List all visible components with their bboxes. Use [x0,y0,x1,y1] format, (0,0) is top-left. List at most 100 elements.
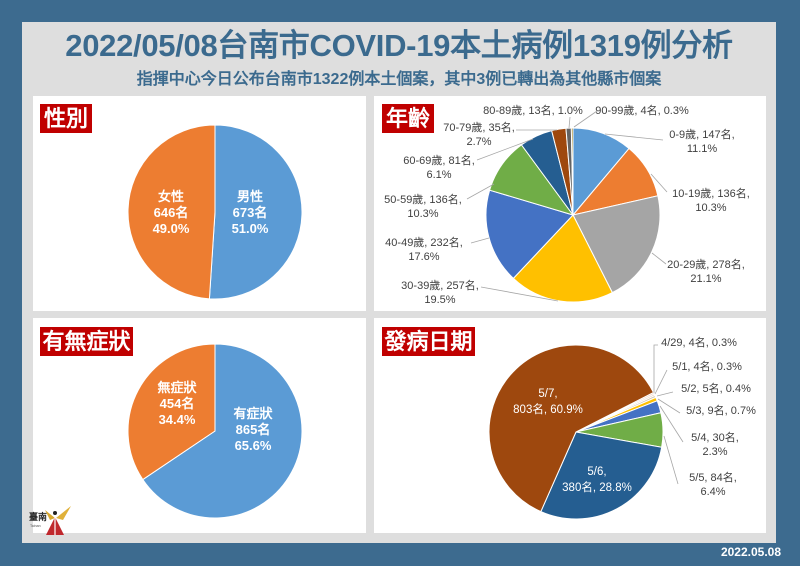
symptom-slice-label-line: 34.4% [159,412,196,427]
symptom-slice-label-line: 65.6% [235,438,272,453]
sex-slice-label-line: 673名 [233,205,268,220]
onset-date-pie-slice [540,431,663,520]
sex-slice-label: 男性 673名 51.0% [232,189,269,236]
onset-date-slice-label-line: 803名, 60.9% [513,402,583,416]
onset-date-slice-label: 4/29, 4名, 0.3% [661,335,737,349]
age-slice-label-line: 0-9歲, 147名, [669,127,734,141]
logo-text: 臺南 [29,511,47,522]
age-slice-label-line: 80-89歲, 13名, 1.0% [483,103,583,117]
age-slice-label: 60-69歲, 81名, 6.1% [403,153,475,181]
logo-right-wing-icon [56,506,71,520]
onset-date-leader-line [654,369,668,395]
onset-date-leader-line [663,435,679,485]
onset-date-slice-label: 5/6, 380名, 28.8% [562,466,632,494]
onset-date-leader-line [653,344,658,393]
age-leader-line [470,237,490,244]
onset-date-pie-chart: 4/29, 4名, 0.3% 5/1, 4名, 0.3% 5/2, 5名, 0.4%… [488,335,756,520]
onset-date-slice-label: 5/4, 30名, 2.3% [691,430,739,458]
onset-date-slice-label: 5/7, 803名, 60.9% [513,388,583,416]
onset-date-slice-label-line: 5/5, 84名, [689,470,737,484]
age-slice-label: 30-39歲, 257名, 19.5% [401,278,479,306]
symptom-pie-slice [142,343,303,519]
onset-date-leader-line [659,405,684,443]
age-leader-line [466,183,495,200]
age-slice-label-line: 2.7% [466,136,491,148]
onset-date-leader-line [656,391,674,397]
age-pie-chart: 0-9歲, 147名, 11.1% 10-19歲, 136名, 10.3% 20-29歲… [384,103,750,306]
onset-date-slice-label: 5/1, 4名, 0.3% [672,359,742,373]
logo-latin-text: Tainan [30,524,41,528]
symptom-chart-title: 有無症狀 [40,327,133,356]
onset-date-slice-label-line: 5/3, 9名, 0.7% [686,403,756,417]
symptom-slice-label-line: 有症狀 [233,406,273,421]
page-title: 2022/05/08台南市COVID-19本土病例1319例分析 [65,28,733,63]
onset-date-slice-label: 5/3, 9名, 0.7% [686,403,756,417]
onset-date-chart-title: 發病日期 [382,327,475,356]
age-slice-label: 50-59歲, 136名, 10.3% [384,192,462,220]
sex-slice-label-line: 646名 [154,205,189,220]
age-slice-label-line: 19.5% [424,294,455,306]
report-date: 2022.05.08 [720,545,781,559]
age-leader-line [480,286,559,302]
age-slice-label-line: 10-19歲, 136名, [672,186,750,200]
age-slice-label-line: 21.1% [690,273,721,285]
sex-slice-label-line: 49.0% [153,221,190,236]
age-slice-label-line: 30-39歲, 257名, [401,278,479,292]
age-slice-label-line: 6.1% [426,169,451,181]
age-slice-label: 0-9歲, 147名, 11.1% [669,127,734,155]
age-slice-label-line: 90-99歲, 4名, 0.3% [595,103,689,117]
logo-left-wing-icon [45,510,55,520]
age-slice-label: 80-89歲, 13名, 1.0% [483,103,583,117]
age-leader-line [604,133,664,141]
page-subtitle: 指揮中心今日公布台南市1322例本土個案，其中3例已轉出為其他縣市個案 [136,71,662,88]
age-leader-line [573,110,598,128]
onset-date-slice-label-line: 5/6, [587,466,606,478]
sex-slice-label-line: 51.0% [232,221,269,236]
age-slice-label-line: 40-49歲, 232名, [385,235,463,249]
symptom-slice-label: 有症狀 865名 65.6% [233,406,273,453]
age-slice-label-line: 10.3% [407,208,438,220]
onset-date-slice-label-line: 2.3% [702,446,727,458]
sex-slice-label: 女性 646名 49.0% [153,189,190,236]
onset-date-slice-label-line: 5/1, 4名, 0.3% [672,359,742,373]
onset-date-slice-label-line: 380名, 28.8% [562,480,632,494]
age-leader-line [650,173,668,193]
sex-slice-label-line: 女性 [158,189,184,204]
onset-date-slice-label-line: 5/7, [538,388,557,400]
age-chart-title: 年齡 [382,104,434,133]
sex-pie-slice [127,124,216,300]
age-slice-label-line: 70-79歲, 35名, [443,120,515,134]
age-slice-label: 40-49歲, 232名, 17.6% [385,235,463,263]
age-pie-slice [512,214,614,303]
symptom-pie-chart: 有症狀 865名 65.6% 無症狀 454名 34.4% [127,343,303,519]
onset-date-slice-label-line: 5/4, 30名, [691,430,739,444]
onset-date-slice-label: 5/5, 84名, 6.4% [689,470,737,498]
age-slice-label-line: 11.1% [687,143,718,155]
age-slice-label: 10-19歲, 136名, 10.3% [672,186,750,214]
age-slice-label-line: 60-69歲, 81名, [403,153,475,167]
age-leader-line [568,116,571,129]
age-pie-slice [570,127,574,216]
logo-head-icon [53,511,57,515]
age-leader-line [476,138,534,161]
onset-date-slice-label-line: 4/29, 4名, 0.3% [661,335,737,349]
onset-date-pie-slice [488,344,655,513]
sex-pie-slice [208,124,303,300]
onset-date-slice-label: 5/2, 5名, 0.4% [681,381,751,395]
symptom-pie-slice [127,343,216,481]
onset-date-slice-label-line: 5/2, 5名, 0.4% [681,381,751,395]
sex-chart-title: 性別 [40,104,92,133]
age-slice-label-line: 50-59歲, 136名, [384,192,462,206]
tainan-logo: 臺南 Tainan [29,506,71,535]
age-pie-slice [485,189,574,280]
symptom-slice-label-line: 865名 [236,422,271,437]
age-slice-label-line: 10.3% [695,202,726,214]
symptom-slice-label-line: 454名 [160,396,195,411]
age-slice-label: 90-99歲, 4名, 0.3% [595,103,689,117]
age-leader-line [651,252,667,265]
sex-pie-chart: 男性 673名 51.0% 女性 646名 49.0% [127,124,303,300]
onset-date-leader-line [657,398,681,414]
age-slice-label-line: 17.6% [408,251,439,263]
age-slice-label-line: 20-29歲, 278名, [667,257,745,271]
